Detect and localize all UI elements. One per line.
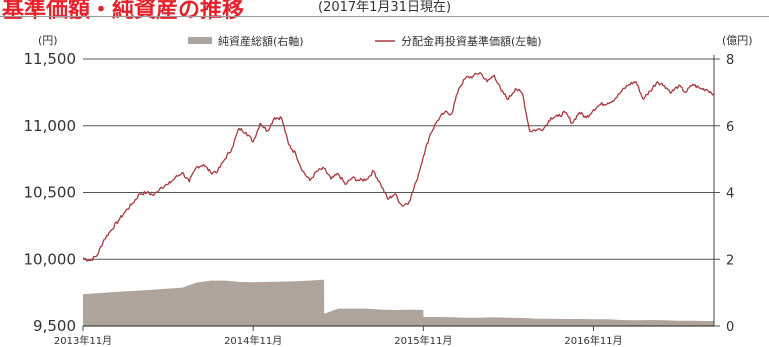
right-tick-label: 6 (726, 120, 734, 135)
right-tick-label: 4 (726, 187, 734, 202)
left-tick-label: 10,500 (24, 184, 77, 202)
chart-header: 基準価額・純資産の推移 (2017年1月31日現在) (0, 0, 769, 20)
chart-subtitle: (2017年1月31日現在) (318, 0, 452, 15)
area-layer (83, 279, 714, 326)
chart-title: 基準価額・純資産の推移 (2, 0, 245, 20)
legend-label-net-assets: 純資産総額(右軸) (218, 34, 304, 48)
left-tick-label: 11,000 (24, 117, 77, 135)
line-layer (82, 71, 715, 262)
series-nav-line (82, 71, 715, 262)
right-axis-unit: (億円) (722, 34, 753, 47)
series-net-assets-area (83, 279, 714, 326)
x-tick-label: 2013年11月 (54, 334, 112, 347)
legend-label-nav: 分配金再投資基準価額(左軸) (401, 34, 542, 48)
legend-swatch-net-assets (188, 37, 212, 44)
legend: 純資産総額(右軸) 分配金再投資基準価額(左軸) (188, 34, 542, 48)
left-tick-label: 10,000 (24, 250, 77, 268)
x-tick-label: 2014年11月 (224, 334, 282, 347)
left-tick-label: 9,500 (33, 317, 76, 335)
header-rule (0, 16, 769, 17)
grid (83, 58, 714, 260)
left-tick-label: 11,500 (24, 50, 77, 68)
right-tick-label: 8 (726, 53, 734, 68)
right-tick-label: 0 (726, 320, 734, 335)
right-tick-label: 2 (726, 253, 734, 268)
x-tick-label: 2015年11月 (394, 334, 452, 347)
tick-labels: 9,500 10,000 10,500 11,000 11,500 0 2 4 6 8 2013年1… (24, 50, 735, 347)
axes (82, 55, 720, 331)
x-tick-label: 2016年11月 (564, 334, 622, 347)
left-axis-unit: (円) (38, 34, 58, 47)
